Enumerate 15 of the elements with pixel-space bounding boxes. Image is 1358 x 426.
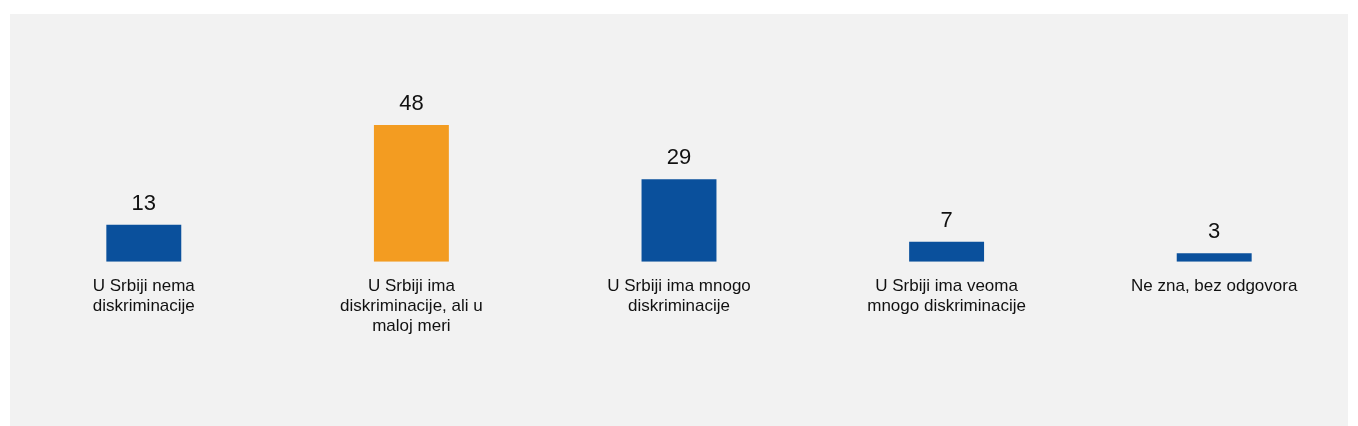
data-label: 7 xyxy=(940,206,953,232)
x-tick-label: U Srbiji ima mnogo diskriminacije xyxy=(607,275,751,316)
data-label: 48 xyxy=(399,90,424,116)
data-label: 29 xyxy=(666,144,692,170)
data-label: 3 xyxy=(1208,218,1221,244)
bar xyxy=(641,179,717,262)
x-tick-label: Ne zna, bez odgovora xyxy=(1131,275,1298,295)
x-tick-label: U Srbiji ima diskriminacije, ali u maloj meri xyxy=(340,275,483,336)
x-tick-label: U Srbiji ima veoma mnogo diskriminacije xyxy=(867,275,1026,316)
x-tick-label: U Srbiji nema diskriminacije xyxy=(92,275,196,316)
bar xyxy=(909,241,985,262)
bar xyxy=(373,125,449,262)
bar xyxy=(106,224,182,262)
bar xyxy=(1176,253,1252,262)
data-label: 13 xyxy=(131,189,157,215)
